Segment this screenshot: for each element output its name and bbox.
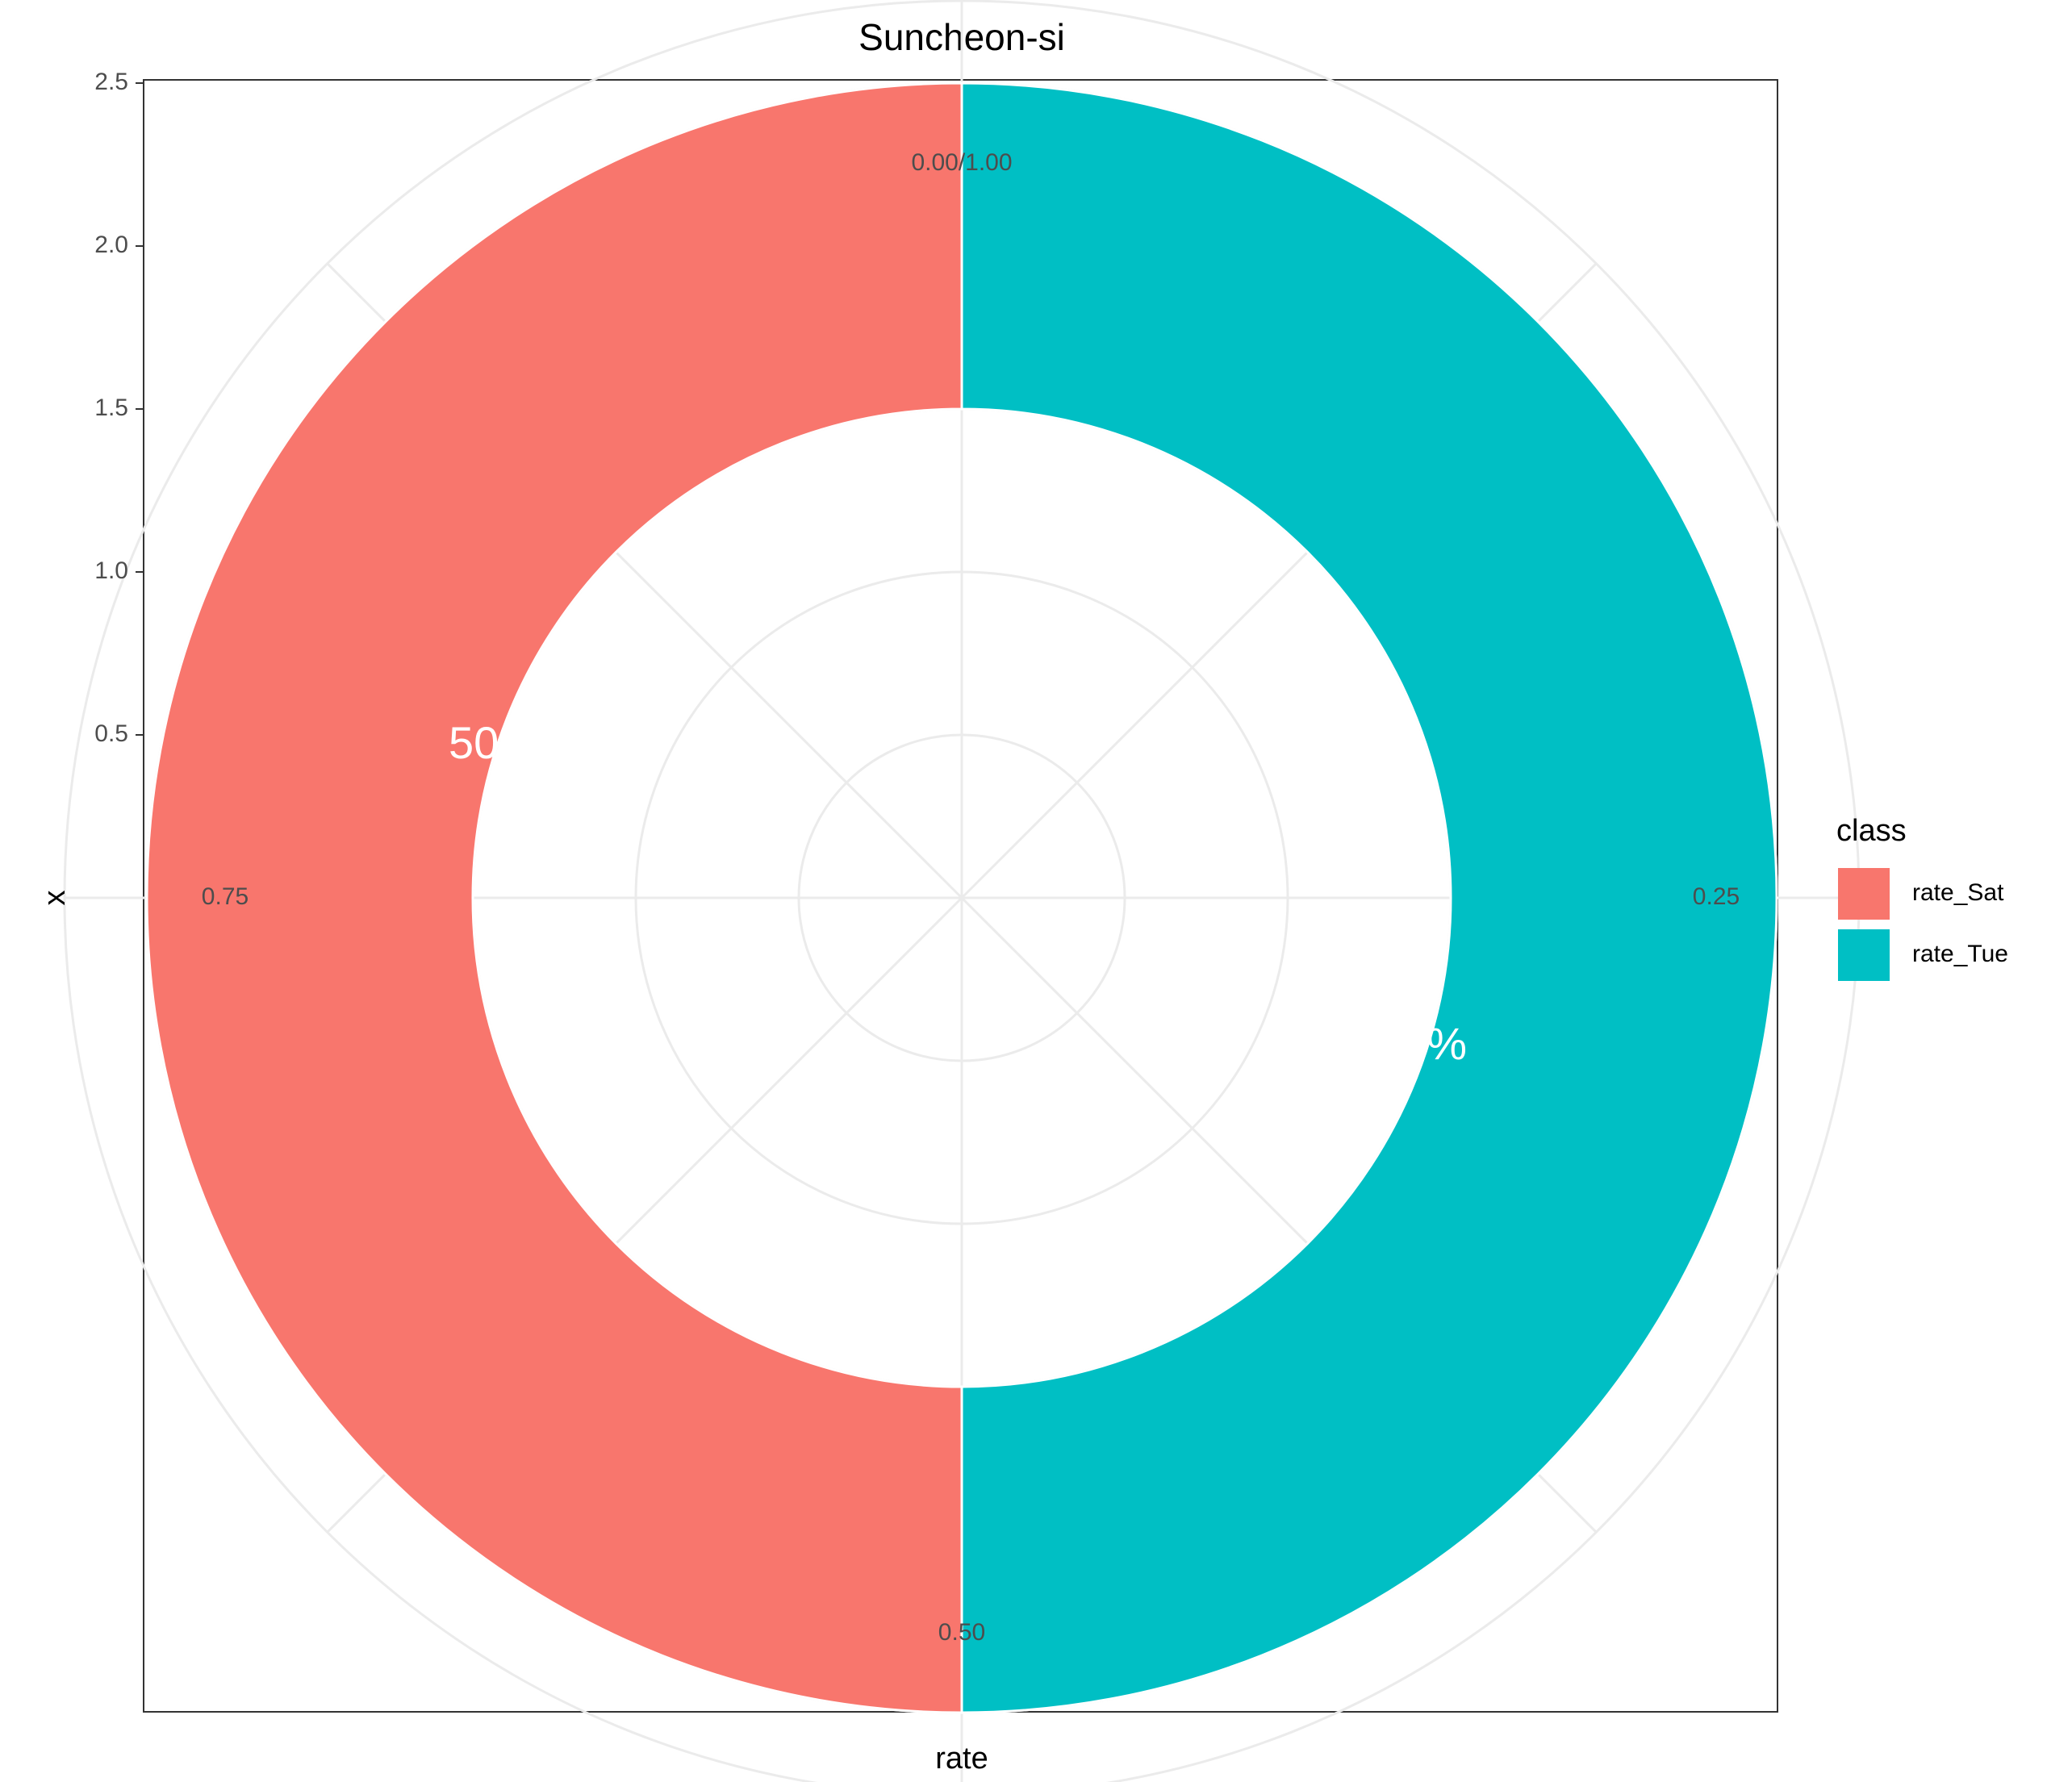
r-tick-label-0: 0.5 — [94, 720, 128, 747]
theta-tick-label-3: 0.75 — [202, 883, 249, 910]
legend: class rate_Sat rate_Tue — [1836, 814, 2008, 981]
theta-tick-label-0: 0.00/1.00 — [911, 149, 1012, 176]
legend-title: class — [1836, 814, 1907, 848]
data-label-rate_Tue: 50% — [1376, 1018, 1467, 1069]
slice-rate_Sat — [145, 81, 963, 1714]
r-axis: 0.5 1.0 1.5 2.0 2.5 — [94, 69, 144, 747]
slice-layer — [145, 81, 1778, 1714]
theta-tick-label-2: 0.50 — [938, 1619, 985, 1646]
r-tick-label-1: 1.0 — [94, 557, 128, 584]
legend-swatch-rate_Tue — [1838, 929, 1890, 981]
data-label-rate_Sat: 50% — [449, 717, 539, 768]
x-axis-title: rate — [935, 1742, 988, 1776]
r-tick-label-4: 2.5 — [94, 69, 128, 95]
legend-swatch-rate_Sat — [1838, 868, 1890, 920]
slice-rate_Tue — [960, 81, 1778, 1714]
theta-axis: 0.00/1.00 0.25 0.50 0.75 — [202, 149, 1740, 1646]
r-tick-label-3: 2.0 — [94, 232, 128, 258]
legend-label-rate_Tue: rate_Tue — [1912, 941, 2008, 967]
theta-tick-label-1: 0.25 — [1693, 883, 1740, 910]
y-axis-title: x — [38, 891, 72, 906]
r-tick-label-2: 1.5 — [94, 394, 128, 421]
label-layer: 50% 50% — [449, 717, 1467, 1069]
legend-label-rate_Sat: rate_Sat — [1912, 879, 2004, 906]
